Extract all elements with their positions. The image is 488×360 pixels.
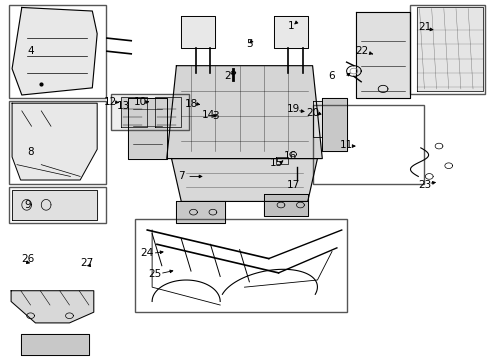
Bar [111,94,188,130]
Text: 21: 21 [417,22,430,32]
Text: 25: 25 [148,269,161,279]
Text: 11: 11 [339,140,352,150]
Polygon shape [176,202,224,223]
Text: 26: 26 [21,254,35,264]
Polygon shape [127,98,166,158]
Text: 20: 20 [305,108,319,118]
Text: 5: 5 [245,39,252,49]
Text: 15: 15 [269,158,282,168]
Polygon shape [154,97,181,127]
Text: 4: 4 [27,46,34,57]
Polygon shape [356,12,409,98]
Polygon shape [416,7,482,91]
Bar [9,5,106,98]
Polygon shape [273,16,307,48]
Text: 9: 9 [25,200,31,210]
Text: 14: 14 [201,110,214,120]
Text: 27: 27 [80,258,93,268]
Polygon shape [12,103,97,180]
Text: 8: 8 [27,148,34,157]
Polygon shape [322,98,346,152]
Bar [9,187,106,223]
Text: 12: 12 [104,97,117,107]
Polygon shape [171,158,317,202]
Text: 10: 10 [133,97,146,107]
Text: 19: 19 [286,104,299,114]
Text: 18: 18 [184,99,197,109]
Polygon shape [120,97,147,127]
Polygon shape [11,291,94,323]
Bar [135,219,346,312]
Polygon shape [312,102,322,137]
Text: 6: 6 [328,71,335,81]
Text: 2: 2 [224,71,230,81]
Polygon shape [112,96,187,129]
Polygon shape [276,157,287,164]
Text: 24: 24 [141,248,154,257]
Text: 16: 16 [284,151,297,161]
Polygon shape [166,66,322,158]
Polygon shape [264,194,307,216]
Bar [409,5,484,94]
Polygon shape [12,8,97,95]
Text: 17: 17 [286,180,299,190]
Text: 23: 23 [417,180,430,190]
Text: 7: 7 [178,171,184,181]
Bar [9,102,106,184]
Polygon shape [12,190,97,220]
Polygon shape [181,16,215,48]
Text: 13: 13 [116,101,129,111]
Text: 3: 3 [212,111,218,121]
Polygon shape [21,334,89,355]
Text: 1: 1 [287,21,293,31]
Bar [312,105,424,184]
Text: 22: 22 [355,46,368,56]
